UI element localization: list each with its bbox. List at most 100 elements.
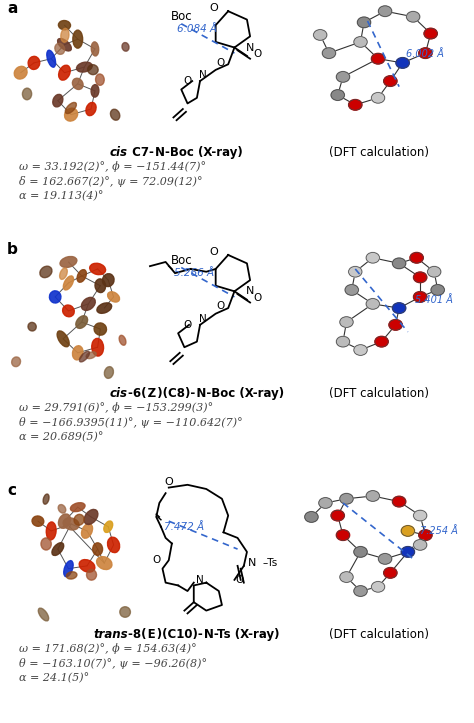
Circle shape — [383, 568, 397, 578]
Ellipse shape — [108, 292, 119, 302]
Circle shape — [375, 336, 388, 347]
Circle shape — [413, 272, 427, 283]
Circle shape — [372, 93, 385, 103]
Circle shape — [357, 17, 371, 27]
Ellipse shape — [86, 352, 96, 359]
Ellipse shape — [57, 331, 69, 347]
Circle shape — [348, 267, 362, 277]
Ellipse shape — [73, 30, 82, 48]
Text: 5.401 Å: 5.401 Å — [415, 296, 453, 305]
Text: δ = 162.667(2)°, ψ = 72.09(12)°: δ = 162.667(2)°, ψ = 72.09(12)° — [19, 176, 202, 187]
Circle shape — [340, 317, 353, 328]
Ellipse shape — [76, 62, 92, 72]
Ellipse shape — [73, 346, 83, 360]
Ellipse shape — [120, 607, 130, 617]
Ellipse shape — [58, 20, 71, 30]
Ellipse shape — [91, 42, 99, 56]
Ellipse shape — [92, 338, 103, 356]
Ellipse shape — [95, 279, 106, 293]
Ellipse shape — [61, 28, 69, 42]
Circle shape — [413, 291, 427, 302]
Text: N: N — [196, 575, 204, 585]
Circle shape — [413, 510, 427, 521]
Ellipse shape — [97, 557, 112, 570]
Circle shape — [419, 48, 432, 59]
Ellipse shape — [58, 505, 66, 513]
Ellipse shape — [87, 570, 97, 580]
Text: N: N — [247, 558, 256, 568]
Circle shape — [354, 547, 367, 557]
Ellipse shape — [80, 351, 90, 362]
Ellipse shape — [53, 95, 63, 107]
Text: O: O — [254, 49, 262, 59]
Text: Boc: Boc — [171, 10, 192, 23]
Ellipse shape — [108, 537, 119, 552]
Circle shape — [392, 303, 406, 313]
Circle shape — [419, 530, 432, 540]
Text: a: a — [7, 1, 18, 17]
Circle shape — [313, 30, 327, 40]
Circle shape — [319, 497, 332, 508]
Ellipse shape — [59, 65, 70, 80]
Circle shape — [383, 76, 397, 86]
Text: θ = −166.9395(11)°, ψ = −110.642(7)°: θ = −166.9395(11)°, ψ = −110.642(7)° — [19, 417, 243, 428]
Ellipse shape — [77, 270, 86, 282]
Ellipse shape — [76, 316, 88, 328]
Text: N: N — [199, 314, 207, 324]
Circle shape — [413, 539, 427, 550]
Circle shape — [366, 299, 380, 309]
Circle shape — [337, 72, 350, 82]
Circle shape — [378, 554, 392, 564]
Text: O: O — [210, 247, 219, 257]
Circle shape — [396, 58, 409, 68]
Text: O: O — [216, 301, 225, 312]
Circle shape — [354, 345, 367, 355]
Ellipse shape — [22, 88, 32, 100]
Text: ω = 171.68(2)°, ϕ = 154.63(4)°: ω = 171.68(2)°, ϕ = 154.63(4)° — [19, 643, 197, 654]
Ellipse shape — [97, 303, 112, 313]
Ellipse shape — [43, 494, 49, 504]
Ellipse shape — [38, 608, 49, 621]
Text: O: O — [183, 320, 191, 330]
Ellipse shape — [96, 74, 104, 85]
Circle shape — [372, 581, 385, 592]
Ellipse shape — [104, 367, 113, 378]
Circle shape — [410, 252, 423, 263]
Ellipse shape — [41, 538, 51, 550]
Ellipse shape — [91, 85, 99, 97]
Circle shape — [389, 320, 402, 330]
Text: (DFT calculation): (DFT calculation) — [329, 387, 429, 400]
Circle shape — [424, 28, 438, 39]
Circle shape — [431, 285, 444, 295]
Text: O: O — [254, 293, 262, 303]
Text: ω = 29.791(6)°, ϕ = −153.299(3)°: ω = 29.791(6)°, ϕ = −153.299(3)° — [19, 403, 213, 414]
Text: N: N — [246, 286, 254, 296]
Ellipse shape — [46, 522, 56, 540]
Text: α = 24.1(5)°: α = 24.1(5)° — [19, 672, 89, 683]
Ellipse shape — [49, 291, 61, 303]
Circle shape — [428, 267, 441, 277]
Circle shape — [366, 252, 380, 263]
Text: cis: cis — [110, 387, 128, 400]
Circle shape — [401, 526, 415, 536]
Circle shape — [331, 90, 345, 100]
Circle shape — [372, 54, 385, 64]
Ellipse shape — [14, 67, 27, 79]
Text: O: O — [235, 575, 243, 585]
Text: -8( E )(C10)- N-Ts (X-ray): -8( E )(C10)- N-Ts (X-ray) — [128, 628, 280, 641]
Text: -6( Z )(C8)- N-Boc (X-ray): -6( Z )(C8)- N-Boc (X-ray) — [128, 387, 284, 400]
Text: 5.266 Å: 5.266 Å — [173, 268, 214, 278]
Ellipse shape — [73, 78, 83, 90]
Text: N: N — [199, 70, 207, 80]
Ellipse shape — [60, 268, 67, 279]
Text: ω = 33.192(2)°, ϕ = −151.44(7)°: ω = 33.192(2)°, ϕ = −151.44(7)° — [19, 161, 206, 173]
Text: (DFT calculation): (DFT calculation) — [329, 145, 429, 158]
Ellipse shape — [63, 518, 79, 530]
Text: trans: trans — [93, 628, 128, 641]
Ellipse shape — [102, 274, 114, 286]
Ellipse shape — [122, 43, 129, 51]
Ellipse shape — [64, 108, 78, 121]
Circle shape — [378, 6, 392, 17]
Ellipse shape — [63, 305, 74, 317]
Ellipse shape — [74, 514, 84, 525]
